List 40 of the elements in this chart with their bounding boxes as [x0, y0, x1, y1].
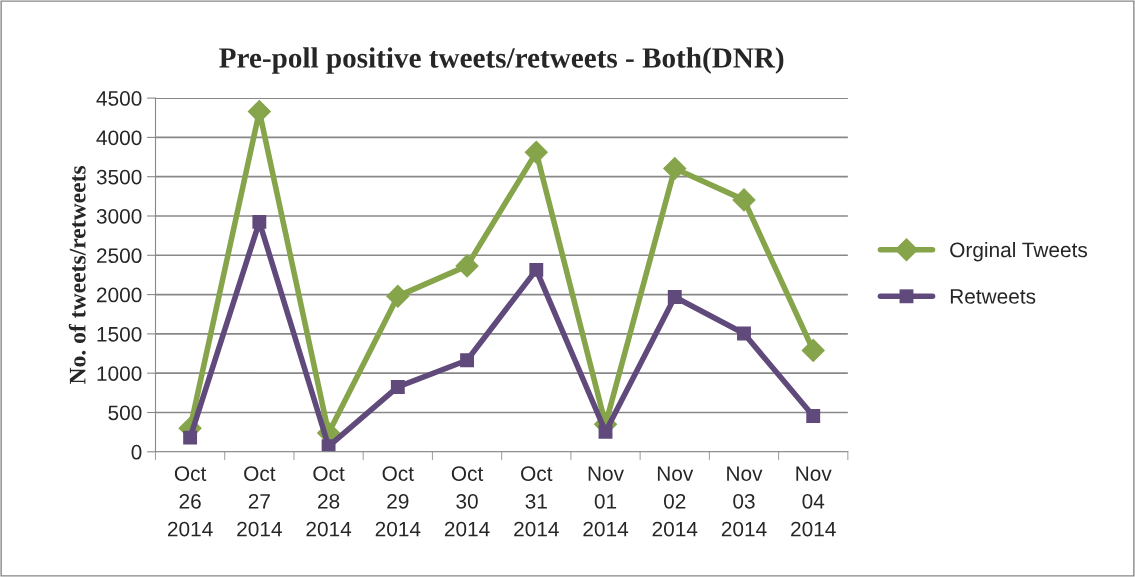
- x-tick-label: Nov 04 2014: [791, 466, 836, 537]
- x-tick-label: Nov 01 2014: [583, 466, 629, 537]
- point: [524, 140, 549, 165]
- x-tick-label: Oct 29 2014: [375, 466, 421, 537]
- x-tick-label: Oct 28 2014: [306, 466, 352, 537]
- y-tick-label: 4500: [96, 91, 142, 106]
- y-tick-label: 3500: [96, 169, 142, 185]
- x-tick-label: Nov 02 2014: [652, 466, 698, 537]
- y-tick-label: 1000: [97, 366, 142, 381]
- point: [662, 156, 687, 181]
- x-tick-label: Oct 26 2014: [167, 466, 213, 537]
- point: [529, 262, 544, 277]
- x-tick-label: Oct 30 2014: [444, 466, 490, 537]
- point: [390, 380, 405, 394]
- point: [806, 409, 821, 423]
- y-tick-label: 2500: [97, 248, 142, 264]
- point: [801, 338, 826, 363]
- point: [321, 439, 336, 452]
- point: [386, 284, 410, 308]
- point: [737, 326, 751, 341]
- y-tick-label: 4000: [96, 130, 142, 146]
- point: [732, 188, 756, 212]
- point: [455, 254, 479, 278]
- x-tick-label: Oct 27 2014: [237, 466, 282, 537]
- y-tick-label: 2000: [97, 287, 142, 303]
- y-tick-label: 0: [131, 444, 142, 460]
- point: [252, 214, 267, 229]
- x-tick-label: Nov 03 2014: [721, 466, 767, 537]
- y-tick-label: 500: [108, 405, 142, 421]
- y-axis-title: No. of tweets/retweets: [68, 165, 86, 385]
- y-tick-label: 1500: [97, 326, 142, 342]
- point: [667, 290, 682, 304]
- legend-label: Retweets: [950, 289, 1036, 304]
- x-tick-label: Oct 31 2014: [514, 466, 559, 537]
- chart-title: Pre-poll positive tweets/retweets - Both(DNR): [219, 47, 784, 74]
- point: [183, 430, 198, 445]
- point: [460, 353, 474, 368]
- point: [598, 424, 613, 439]
- legend-label: Orginal Tweets: [950, 241, 1088, 262]
- y-tick-label: 3000: [96, 208, 142, 224]
